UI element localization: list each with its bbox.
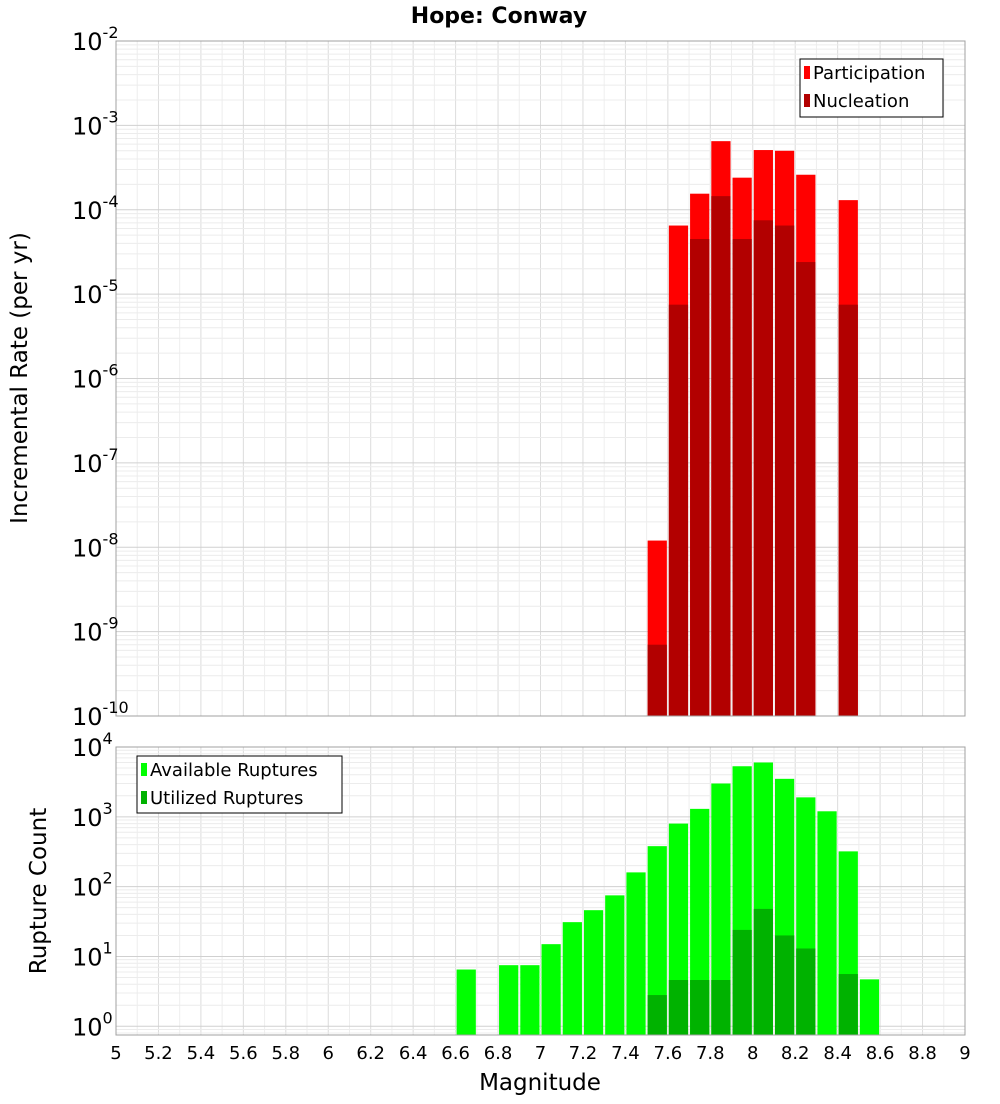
bar [520, 965, 540, 1035]
legend-box [799, 58, 944, 118]
bar [711, 980, 731, 1035]
bar [647, 846, 667, 1035]
x-tick-label: 9 [959, 1043, 970, 1064]
y-tick-labels: 10-10 10-9 10-8 10-7 10-6 10-5 10-4 10-3 10-2 [72, 23, 129, 731]
legend-label: Participation [813, 63, 925, 84]
y-tick-label: 104 [72, 729, 113, 762]
bar [732, 239, 752, 716]
bar [690, 239, 710, 716]
x-tick-label: 8.6 [866, 1043, 895, 1064]
y-tick-label: 101 [72, 938, 113, 971]
bar [838, 304, 858, 716]
bar [690, 808, 710, 1035]
bar [796, 262, 816, 716]
x-tick-label: 6.6 [441, 1043, 470, 1064]
y-tick-label: 10-2 [72, 23, 119, 56]
legend: Available Ruptures Utilized Ruptures [136, 755, 343, 814]
x-tick-label: 5.8 [271, 1043, 300, 1064]
y-tick-label: 103 [72, 799, 113, 832]
bar [583, 910, 604, 1035]
rate-plot: 10-10 10-9 10-8 10-7 10-6 10-5 10-4 10-3 10-2 Par… [72, 23, 966, 731]
x-tick-label: 5 [110, 1043, 121, 1064]
legend-swatch [804, 66, 810, 79]
series-utilized-ruptures [647, 908, 858, 1035]
y-axis-label-count: Rupture Count [26, 808, 52, 974]
bar [817, 811, 837, 1035]
x-tick-label: 6 [323, 1043, 334, 1064]
y-tick-label: 10-8 [72, 529, 119, 562]
y-tick-label: 100 [72, 1008, 113, 1041]
x-tick-label: 6.4 [399, 1043, 428, 1064]
bar [605, 895, 625, 1035]
series-nucleation [647, 196, 858, 717]
legend-swatch [141, 763, 147, 776]
bar [774, 935, 795, 1035]
legend-box [136, 755, 343, 814]
bar [647, 644, 667, 716]
x-tick-label: 7 [535, 1043, 546, 1064]
y-tick-label: 10-9 [72, 614, 119, 647]
y-tick-label: 102 [72, 869, 113, 902]
x-tick-label: 8 [747, 1043, 758, 1064]
rupture-count-plot: 100 101 102 103 104 5 5.2 5.4 5.6 5.8 6 6.2 6.4 6.6 6.… [72, 729, 971, 1064]
y-axis-label-rate: Incremental Rate (per yr) [7, 232, 33, 524]
x-tick-label: 8.4 [823, 1043, 852, 1064]
bar [711, 783, 731, 1035]
bar [456, 969, 476, 1035]
x-tick-label: 8.2 [781, 1043, 810, 1064]
bar [668, 980, 689, 1035]
y-tick-labels: 100 101 102 103 104 [72, 729, 113, 1041]
bar [499, 965, 519, 1035]
legend-label: Nucleation [813, 91, 909, 112]
series-available-ruptures [456, 762, 880, 1035]
x-tick-label: 5.6 [229, 1043, 258, 1064]
bar [647, 995, 667, 1035]
bar [859, 979, 880, 1035]
bar [774, 225, 795, 716]
y-tick-label: 10-7 [72, 445, 119, 478]
x-tick-label: 7.6 [654, 1043, 683, 1064]
plot-border [115, 746, 966, 1036]
x-tick-label: 5.2 [144, 1043, 173, 1064]
bar [690, 980, 710, 1035]
bar [838, 974, 858, 1035]
x-tick-label: 6.2 [356, 1043, 385, 1064]
bar [711, 196, 731, 716]
x-tick-label: 6.8 [484, 1043, 513, 1064]
y-tick-label: 10-3 [72, 107, 119, 140]
bar [753, 220, 773, 717]
bar [732, 929, 752, 1035]
bar [753, 908, 773, 1035]
plot-border [115, 40, 966, 717]
y-tick-label: 10-5 [72, 276, 119, 309]
x-tick-label: 7.8 [696, 1043, 725, 1064]
y-tick-label: 10-6 [72, 361, 119, 394]
x-tick-labels: 5 5.2 5.4 5.6 5.8 6 6.2 6.4 6.6 6.8 7 7.2 7.4 7.6 7.8 8… [110, 1043, 970, 1064]
legend: Participation Nucleation [799, 58, 944, 118]
grid [115, 40, 966, 717]
legend-label: Utilized Ruptures [150, 788, 303, 809]
x-tick-label: 7.4 [611, 1043, 640, 1064]
x-tick-label: 5.4 [187, 1043, 216, 1064]
bar [668, 304, 689, 716]
bar [562, 922, 582, 1035]
x-axis-label: Magnitude [479, 1070, 601, 1096]
legend-swatch [804, 94, 810, 107]
legend-label: Available Ruptures [150, 760, 318, 781]
x-tick-label: 7.2 [569, 1043, 598, 1064]
chart-title: Hope: Conway [411, 4, 587, 29]
x-tick-label: 8.8 [908, 1043, 937, 1064]
bar [626, 872, 646, 1035]
bar [796, 948, 816, 1035]
y-tick-label: 10-4 [72, 192, 119, 225]
legend-swatch [141, 791, 147, 804]
bar [541, 944, 561, 1035]
y-tick-label: 10-10 [72, 698, 129, 731]
